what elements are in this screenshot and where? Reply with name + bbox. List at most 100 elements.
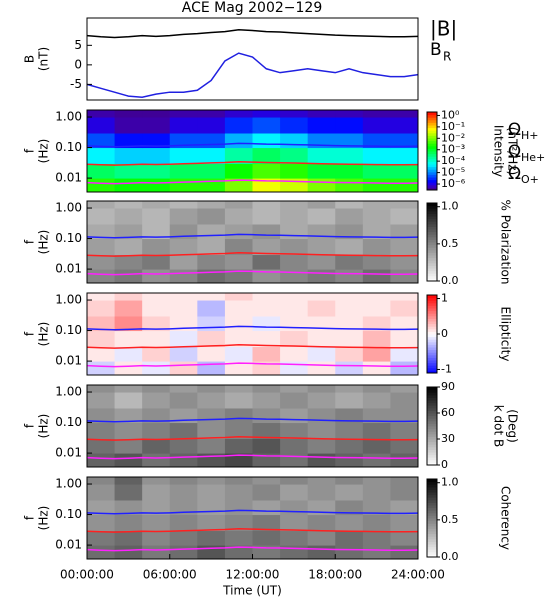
colorbar-slice [427, 370, 437, 374]
spectrogram-cell [142, 330, 171, 348]
series-line [86, 509, 419, 515]
colorbar-slice [427, 205, 437, 209]
spectrogram-cell [280, 147, 309, 165]
colorbar-slice [427, 122, 437, 126]
spectrogram-cell [362, 132, 391, 149]
spectrogram-cell [280, 132, 309, 149]
colorbar-slice [427, 236, 437, 240]
colorbar-slice [427, 394, 437, 398]
spectrogram-cell [87, 254, 116, 270]
spectrogram-cell [390, 453, 419, 468]
spectrogram-cell [390, 514, 419, 532]
colorbar-slice [427, 153, 437, 157]
colorbar-slice [427, 125, 437, 129]
spectrogram-cell [390, 422, 419, 440]
spectrogram-cell [142, 208, 171, 225]
spectrogram-cell [335, 238, 364, 256]
colorbar-slice [427, 135, 437, 139]
spectrogram-cell [362, 201, 391, 209]
spectrogram-cell [362, 477, 391, 485]
spectrogram-cell [197, 223, 226, 240]
colorbar-slice [427, 297, 437, 301]
spectrogram-cell [252, 477, 281, 485]
spectrogram-cell [142, 293, 171, 301]
spectrogram-cell [114, 545, 143, 560]
colorbar-slice [427, 265, 437, 269]
plot-frame [86, 17, 419, 101]
colorbar-slice [427, 117, 437, 121]
y-tick-label: 0.10 [55, 140, 82, 154]
colorbar-slice [427, 494, 437, 498]
plot-frame [86, 384, 419, 468]
spectrogram-cell [307, 254, 336, 270]
colorbar-slice [427, 166, 437, 170]
spectrogram-cell [335, 392, 364, 409]
spectrogram-cell [224, 117, 253, 134]
spectrogram-cell [169, 484, 198, 501]
spectrogram-cell [87, 178, 116, 193]
spectrogram-cell [114, 315, 143, 332]
spectrogram-cell [142, 361, 171, 376]
colorbar-slice [427, 431, 437, 435]
spectrogram-cell [87, 407, 116, 424]
spectrogram-cell [169, 132, 198, 149]
colorbar-slice [427, 433, 437, 437]
spectrogram-cell [335, 530, 364, 546]
spectrogram-cell [280, 163, 309, 179]
spectrogram-cell [169, 147, 198, 165]
colorbar-slice [427, 525, 437, 529]
plot-frame [86, 292, 419, 376]
spectrogram-cell [142, 201, 171, 209]
spectrogram-cell [362, 346, 391, 362]
spectrogram-cell [362, 163, 391, 179]
spectrogram-cell [280, 117, 309, 134]
colorbar-slice [427, 184, 437, 188]
colorbar-slice [427, 444, 437, 448]
spectrogram-cell [169, 385, 198, 393]
spectrogram-cell [224, 545, 253, 560]
spectrogram-cell [280, 223, 309, 240]
colorbar-slice [427, 407, 437, 411]
spectrogram-cell [197, 407, 226, 424]
spectrogram-cell [390, 178, 419, 193]
spectrogram-cell [335, 254, 364, 270]
colorbar-slice [427, 213, 437, 217]
spectrogram-cell [169, 201, 198, 209]
spectrogram-cell [197, 254, 226, 270]
spectrogram-cell [142, 178, 171, 193]
colorbar-frame [426, 386, 438, 466]
spectrogram-cell [390, 201, 419, 209]
spectrogram-cell [224, 178, 253, 193]
spectrogram-cell [252, 117, 281, 134]
spectrogram-cell [224, 407, 253, 424]
spectrogram-cell [335, 293, 364, 301]
colorbar-slice [427, 229, 437, 233]
spectrogram-cell [280, 545, 309, 560]
colorbar-tick-label: 10⁻⁶ [441, 177, 466, 190]
colorbar-slice [427, 242, 437, 246]
spectrogram-cell [142, 545, 171, 560]
colorbar-slice [427, 387, 437, 391]
spectrogram-cell [307, 330, 336, 348]
spectrogram-cell [307, 201, 336, 209]
colorbar-slice [427, 182, 437, 186]
colorbar-slice [427, 148, 437, 152]
colorbar-slice [427, 174, 437, 178]
colorbar-slice [427, 218, 437, 222]
legend-label: B [430, 40, 442, 60]
colorbar-slice [427, 151, 437, 155]
spectrogram-cell [87, 422, 116, 440]
colorbar-slice [427, 310, 437, 314]
colorbar-slice [427, 436, 437, 440]
spectrogram-cell [87, 361, 116, 376]
spectrogram-cell [224, 132, 253, 149]
y-axis-label: B [23, 55, 37, 63]
spectrogram-cell [224, 110, 253, 118]
colorbar-slice [427, 484, 437, 488]
spectrogram-cell [252, 254, 281, 270]
colorbar-frame [426, 111, 438, 191]
colorbar-label: (nT²/Hz) [506, 127, 520, 175]
colorbar-slice [427, 457, 437, 461]
spectrogram-cell [87, 147, 116, 165]
spectrogram-cell [224, 254, 253, 270]
